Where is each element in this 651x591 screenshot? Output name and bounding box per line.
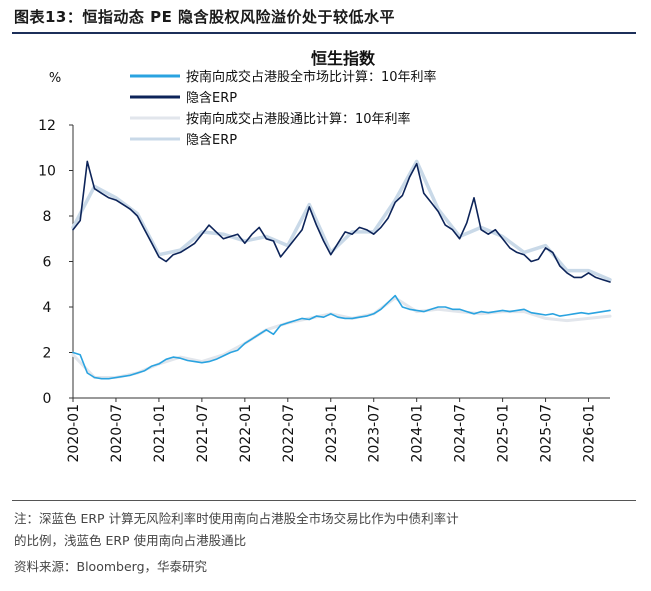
note-line-2: 的比例，浅蓝色 ERP 使用南向占港股通比 [14, 533, 247, 548]
x-tick-label: 2022-07 [281, 404, 297, 463]
x-tick-label: 2020-01 [66, 404, 82, 463]
legend-label-erp_connect: 隐含ERP [186, 132, 237, 148]
x-tick-label: 2021-07 [195, 404, 211, 463]
x-tick-label: 2023-01 [324, 404, 340, 463]
x-tick-label: 2025-07 [539, 404, 555, 463]
legend-label-rate_connect: 按南向成交占港股通比计算：10年利率 [186, 111, 411, 127]
y-tick-label: 0 [43, 391, 52, 407]
source-note: 资料来源：Bloomberg，华泰研究 [14, 559, 207, 574]
y-tick-label: 10 [38, 164, 56, 180]
y-tick-label: 12 [38, 118, 56, 134]
x-tick-label: 2023-07 [367, 404, 383, 463]
series-line-rate_connect [71, 296, 612, 379]
figure-title: 图表13：恒指动态 PE 隐含股权风险溢价处于较低水平 [14, 6, 395, 27]
x-tick-label: 2024-07 [453, 404, 469, 463]
x-tick-label: 2020-07 [109, 404, 125, 463]
y-axis-unit: % [49, 71, 61, 86]
chart-title: 恒生指数 [311, 49, 376, 68]
series-line-erp_market [72, 160, 611, 283]
erp-line-chart: 恒生指数% 0 2 4 6 8 10 12 2020-01 2020-07 2021-01 2021-… [38, 49, 612, 463]
title-divider [12, 32, 636, 34]
series-line-erp_connect [71, 159, 612, 282]
y-tick-label: 2 [43, 346, 52, 362]
y-tick-label: 8 [43, 209, 52, 225]
legend-label-erp_market: 隐含ERP [186, 90, 237, 106]
figure-label: 图表13： [14, 8, 83, 26]
x-tick-label: 2024-01 [410, 404, 426, 463]
x-tick-label: 2026-01 [582, 404, 598, 463]
x-tick-label: 2021-01 [152, 404, 168, 463]
figure-title-text: 恒指动态 PE 隐含股权风险溢价处于较低水平 [82, 8, 396, 26]
y-tick-label: 6 [43, 255, 52, 271]
note-divider [12, 500, 636, 501]
legend-label-rate_market: 按南向成交占港股全市场比计算：10年利率 [186, 69, 437, 85]
note-line-1: 注：深蓝色 ERP 计算无风险利率时使用南向占港股全市场交易比作为中债利率计 [14, 511, 459, 526]
x-tick-label: 2025-01 [496, 404, 512, 463]
y-tick-label: 4 [43, 300, 52, 316]
x-tick-label: 2022-01 [238, 404, 254, 463]
series-line-rate_market [72, 294, 611, 380]
